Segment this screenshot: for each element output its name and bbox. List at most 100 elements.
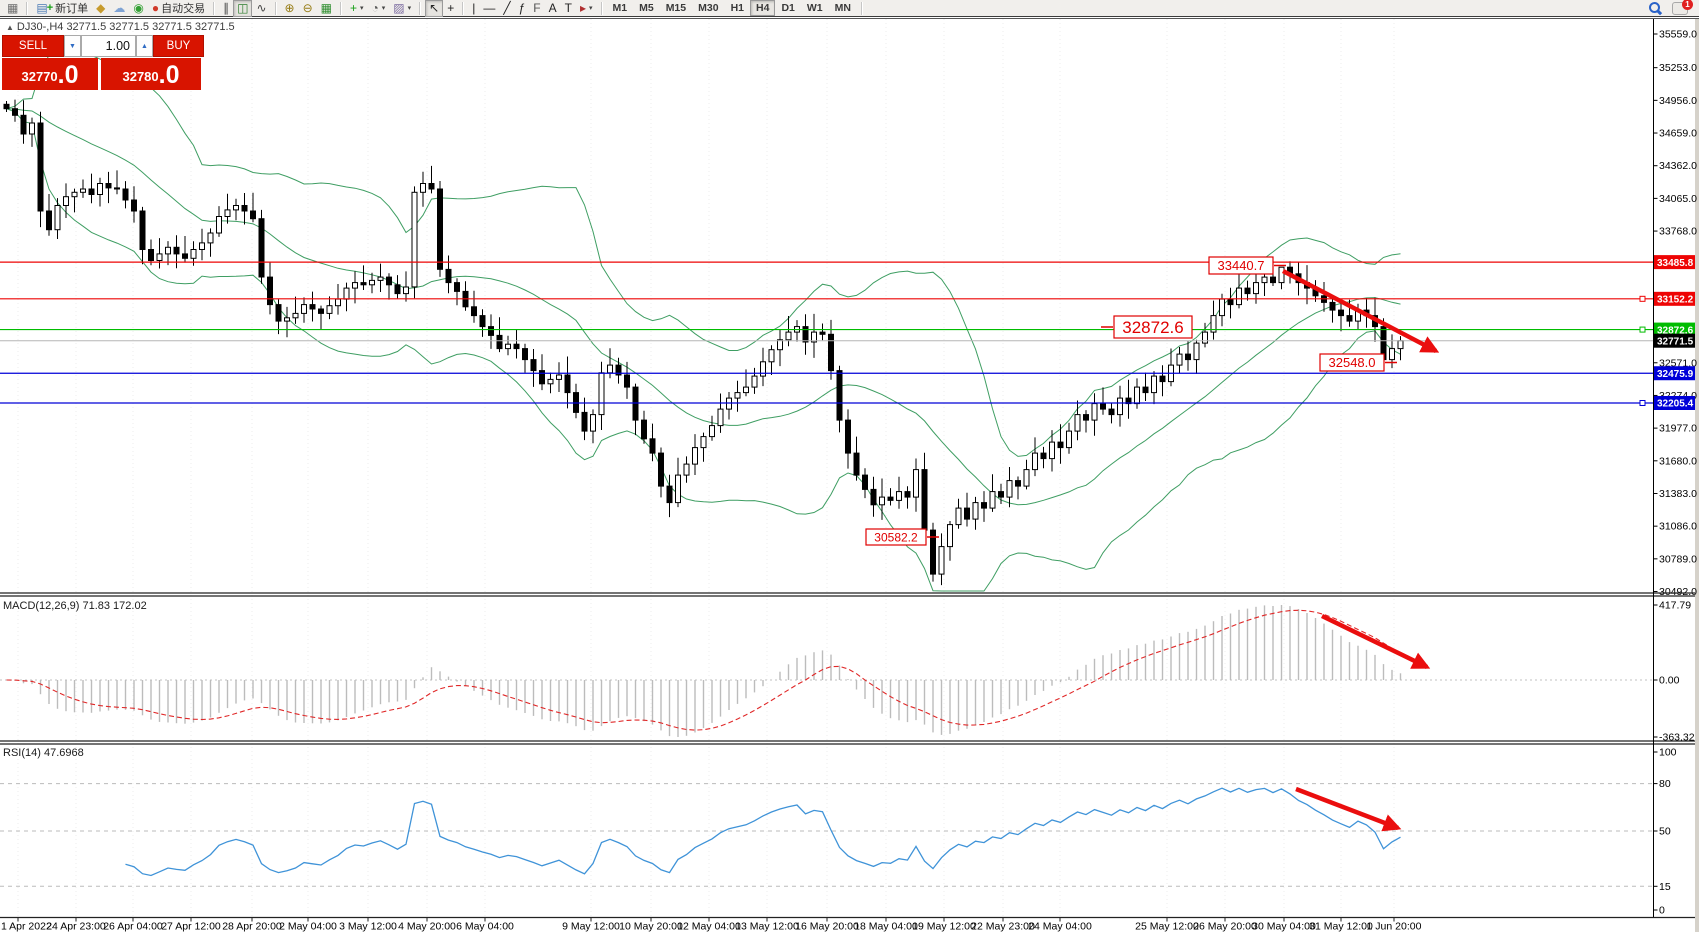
rsi-tick-label: 0 xyxy=(1659,905,1665,917)
tile-windows-icon[interactable]: ▦ xyxy=(317,0,336,17)
new-order-button: ▤ xyxy=(36,1,48,15)
candle-body xyxy=(250,210,256,220)
cursor-icon: ↖ xyxy=(429,1,440,15)
timeframe-button-mn[interactable]: MN xyxy=(834,2,851,14)
rsi-tick-label: 15 xyxy=(1659,881,1671,893)
annotation-box xyxy=(1113,315,1193,339)
volume-input[interactable]: 1.00 xyxy=(81,35,136,57)
timeframe-button-m5[interactable]: M5 xyxy=(639,2,654,14)
hline-handle[interactable] xyxy=(1639,295,1646,302)
candle-body xyxy=(1125,397,1132,405)
text-icon[interactable]: A xyxy=(545,0,561,17)
candle-body xyxy=(734,392,741,399)
time-tick-label: 24 May 04:00 xyxy=(1028,921,1092,932)
add-indicator-icon[interactable]: + ▾ xyxy=(349,1,364,15)
volume-increase-button[interactable]: ▲ xyxy=(136,35,153,57)
candle-body xyxy=(947,524,953,548)
sell-price-display[interactable]: 32770.0 xyxy=(2,58,98,90)
volume-decrease-button[interactable]: ▼ xyxy=(64,35,81,57)
zoom-out-icon[interactable]: ⊖ xyxy=(299,0,317,17)
timeframe-button-d1[interactable]: D1 xyxy=(781,2,795,14)
candle-body xyxy=(547,378,554,385)
autotrading-button-label: 自动交易 xyxy=(161,3,206,15)
hline-handle[interactable] xyxy=(1639,399,1646,406)
toolbar-separator xyxy=(600,1,603,15)
line-chart-icon[interactable]: ∿ xyxy=(252,0,270,17)
timeframe-button-h1[interactable]: H1 xyxy=(730,2,744,14)
hline-32872.6[interactable]: 32872.6 xyxy=(0,322,1695,337)
trend-arrow-rsi[interactable] xyxy=(1295,786,1402,832)
navigator-icon[interactable]: ☁ xyxy=(109,0,129,17)
fibonacci-icon[interactable]: ƒ xyxy=(515,0,530,17)
arrows-tool-icon[interactable]: ▸ ▾ xyxy=(579,1,593,15)
hline-32205.4[interactable]: 32205.4 xyxy=(0,395,1695,410)
candle-body xyxy=(1202,331,1208,344)
autotrading-button[interactable]: ● 自动交易 xyxy=(148,0,209,17)
candle-body xyxy=(666,485,673,504)
price-tick-label: 34659.0 xyxy=(1659,128,1697,140)
timeframe-button-w1[interactable]: W1 xyxy=(806,2,823,14)
annotation-33440.7[interactable]: 33440.7 xyxy=(1208,256,1286,275)
templates-icon: ▨ xyxy=(393,1,405,15)
new-order-button[interactable]: ▤ + 新订单 xyxy=(36,1,89,15)
chart-window-icon[interactable]: ▦ xyxy=(3,0,22,17)
hline-33152.2[interactable]: 33152.2 xyxy=(0,291,1695,306)
candle-body xyxy=(998,491,1004,498)
candle-body xyxy=(105,183,112,189)
text-label-icon[interactable]: T xyxy=(561,0,576,17)
candle-body xyxy=(530,359,537,372)
annotation-text: 30582.2 xyxy=(874,530,918,544)
candle-body xyxy=(853,452,860,476)
trend-arrow-main[interactable] xyxy=(1281,269,1440,353)
hline-32771.5[interactable]: 32771.5 xyxy=(0,333,1695,348)
price-tick-label: 30492.0 xyxy=(1659,586,1697,598)
candle-body xyxy=(845,419,851,454)
search-icon[interactable] xyxy=(1648,1,1663,15)
candlestick-chart-icon[interactable]: ◫ xyxy=(233,0,253,17)
candle-body xyxy=(437,188,443,270)
candle-body xyxy=(683,463,690,476)
hline-32475.9[interactable]: 32475.9 xyxy=(0,366,1695,381)
vertical-line-icon[interactable]: | xyxy=(468,0,479,17)
hline-handle[interactable] xyxy=(1639,326,1646,333)
trendline-icon[interactable]: ╱ xyxy=(499,0,514,17)
trend-arrow-macd[interactable] xyxy=(1321,613,1431,670)
candle-body xyxy=(114,187,120,190)
timeframe-button-m1[interactable]: M1 xyxy=(612,2,628,14)
buy-price-display[interactable]: 32780.0 xyxy=(101,58,201,90)
annotation-32548.0[interactable]: 32548.0 xyxy=(1319,353,1397,372)
annotation-30582.2[interactable]: 30582.2 xyxy=(865,528,939,546)
market-watch-icon[interactable]: ◆ xyxy=(92,0,109,17)
crosshair-icon[interactable]: + xyxy=(443,0,458,17)
candle-body xyxy=(896,491,902,501)
horizontal-line-icon[interactable]: — xyxy=(479,0,499,17)
timeframe-button-h4[interactable]: H4 xyxy=(750,0,776,16)
time-tick-label: 26 Apr 04:00 xyxy=(103,921,163,932)
signals-icon[interactable]: ◉ xyxy=(129,0,147,17)
zoom-in-icon[interactable]: ⊕ xyxy=(281,0,299,17)
buy-button[interactable]: BUY xyxy=(153,35,204,57)
bar-chart-icon[interactable]: ∥ xyxy=(219,0,233,17)
text-label-icon: T xyxy=(564,1,572,15)
candle-body xyxy=(394,284,401,295)
hline-33485.8[interactable]: 33485.8 xyxy=(0,255,1695,270)
timeframe-button-m30[interactable]: M30 xyxy=(698,2,719,14)
templates-icon[interactable]: ▨ ▾ xyxy=(393,1,412,15)
sell-button[interactable]: SELL xyxy=(2,35,64,57)
fibo-expansion-icon[interactable]: F xyxy=(529,0,544,17)
notifications-icon[interactable]: 1 xyxy=(1672,0,1693,15)
hline-axis-label-bg xyxy=(1654,333,1695,348)
periods-icon[interactable]: ◔ ▾ xyxy=(371,1,386,15)
candle-body xyxy=(29,122,35,135)
toolbar-separator xyxy=(462,1,465,15)
timeframe-button-m15[interactable]: M15 xyxy=(665,2,687,14)
cursor-icon[interactable]: ↖ xyxy=(425,0,444,17)
annotation-32872.6[interactable]: 32872.6 xyxy=(1101,315,1193,339)
candle-body xyxy=(1023,469,1030,487)
candle-body xyxy=(904,491,911,498)
candle-body xyxy=(751,375,758,388)
time-tick-label: 1 Jun 20:00 xyxy=(1367,921,1422,932)
